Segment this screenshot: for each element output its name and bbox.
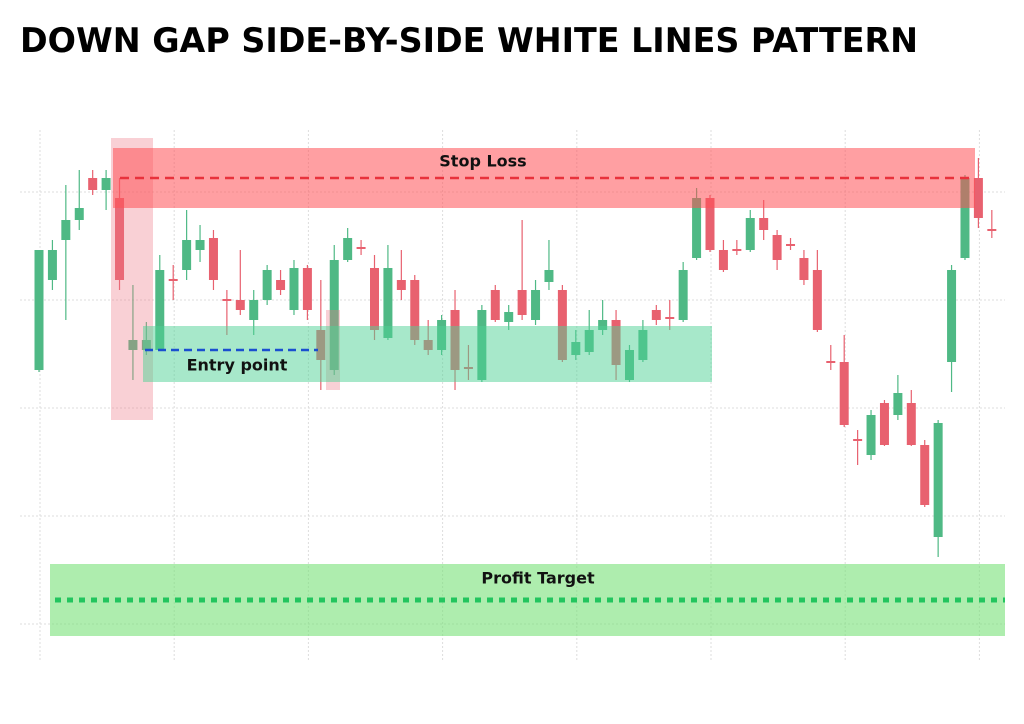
candle-body [826,361,836,363]
candle-body [665,317,675,319]
level-label: Entry point [187,356,288,375]
candle-body [47,250,57,280]
candle-body [195,240,205,250]
candle-body [356,247,366,249]
candle-body [155,270,165,350]
candle-body [692,198,702,258]
candle-body [544,270,554,282]
candle-body [812,270,822,330]
candle-body [759,218,769,230]
candle-body [182,240,192,270]
candle-body [88,178,98,190]
candle-body [893,393,903,415]
candle-body [732,249,742,251]
candle-body [839,362,849,425]
candle-body [262,270,272,300]
entry-zone [143,326,712,382]
candle-body [853,439,863,441]
candle-body [933,423,943,537]
level-label: Stop Loss [439,152,526,171]
candle-body [718,250,728,270]
candle-body [504,312,514,322]
candle-body [705,198,715,250]
candle-body [531,290,541,320]
candle-body [598,320,608,330]
candle-body [222,299,232,301]
candle-body [960,178,970,258]
candle-body [651,310,661,320]
candle-body [249,300,259,320]
candle-body [799,258,809,280]
candle-body [235,300,245,310]
candle-body [329,260,339,370]
candle-body [343,238,353,260]
candle-body [920,445,930,505]
candle-body [517,290,527,315]
candle-body [168,279,178,281]
candle-body [34,250,44,370]
candle-body [302,268,312,310]
level-label: Profit Target [481,569,595,588]
candle-body [396,280,406,290]
candle-body [745,218,755,250]
candle-body [276,280,286,290]
candle-body [115,198,125,280]
candle-body [973,178,983,218]
candle-body [947,270,957,362]
candle-body [906,403,916,445]
candle-body [383,268,393,338]
candle-body [289,268,299,310]
candle-body [557,290,567,360]
candle-body [490,290,500,320]
candle-body [74,208,84,220]
candle-body [370,268,379,330]
candle-body [61,220,71,240]
candle-body [128,340,138,350]
candle-body [678,270,688,320]
candle-body [772,235,782,260]
candle-body [879,403,889,445]
candle-body [410,280,420,340]
chart-title: DOWN GAP SIDE-BY-SIDE WHITE LINES PATTER… [20,21,918,61]
candle-body [101,178,111,190]
candle-body [786,244,796,246]
candle-body [866,415,876,455]
candle-body [987,229,997,231]
candle-body [208,238,218,280]
